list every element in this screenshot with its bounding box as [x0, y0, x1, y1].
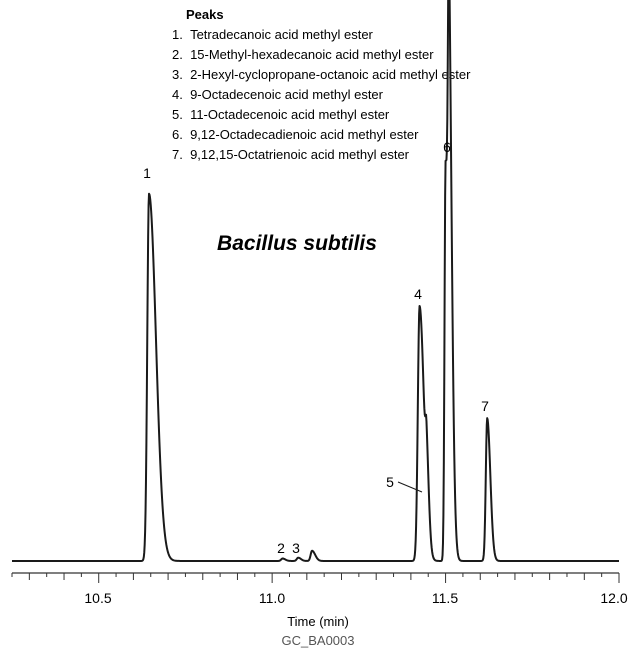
x-tick-label-11-0: 11.0 — [259, 590, 285, 606]
legend-title: Peaks — [186, 7, 224, 22]
legend-item-2: 2. 15-Methyl-hexadecanoic acid methyl es… — [172, 47, 434, 62]
legend-item-4: 4. 9-Octadecenoic acid methyl ester — [172, 87, 384, 102]
legend-item-7: 7. 9,12,15-Octatrienoic acid methyl este… — [172, 147, 410, 162]
peak-label-4: 4 — [414, 286, 422, 302]
x-tick-label-12-0: 12.0 — [600, 590, 627, 606]
peak-label-2: 2 — [277, 540, 285, 556]
x-axis-title: Time (min) — [287, 614, 349, 629]
x-tick-label-11-5: 11.5 — [432, 590, 458, 606]
peak-5-leader-line — [397, 481, 423, 493]
legend-item-3: 3. 2-Hexyl-cyclopropane-octanoic acid me… — [172, 67, 471, 82]
source-code: GC_BA0003 — [282, 633, 355, 648]
legend-item-6: 6. 9,12-Octadecadienoic acid methyl este… — [172, 127, 419, 142]
legend-item-5: 5. 11-Octadecenoic acid methyl ester — [172, 107, 390, 122]
x-axis: 10.5 11.0 11.5 12.0 Time (min) — [11, 572, 628, 629]
peaks-legend: Peaks 1. Tetradecanoic acid methyl ester… — [172, 7, 471, 162]
x-tick-label-10-5: 10.5 — [84, 590, 111, 606]
chromatogram-trace — [11, 0, 620, 562]
x-axis-ticks — [11, 573, 620, 583]
peak-label-1: 1 — [143, 165, 151, 181]
peak-label-7: 7 — [481, 398, 489, 414]
legend-item-1: 1. Tetradecanoic acid methyl ester — [172, 27, 374, 42]
sample-title: Bacillus subtilis — [217, 232, 377, 255]
peak-label-6: 6 — [443, 139, 451, 155]
peak-label-3: 3 — [292, 540, 300, 556]
peak-label-5: 5 — [386, 474, 394, 490]
peak-labels: 1 2 3 4 5 6 7 — [143, 139, 489, 556]
